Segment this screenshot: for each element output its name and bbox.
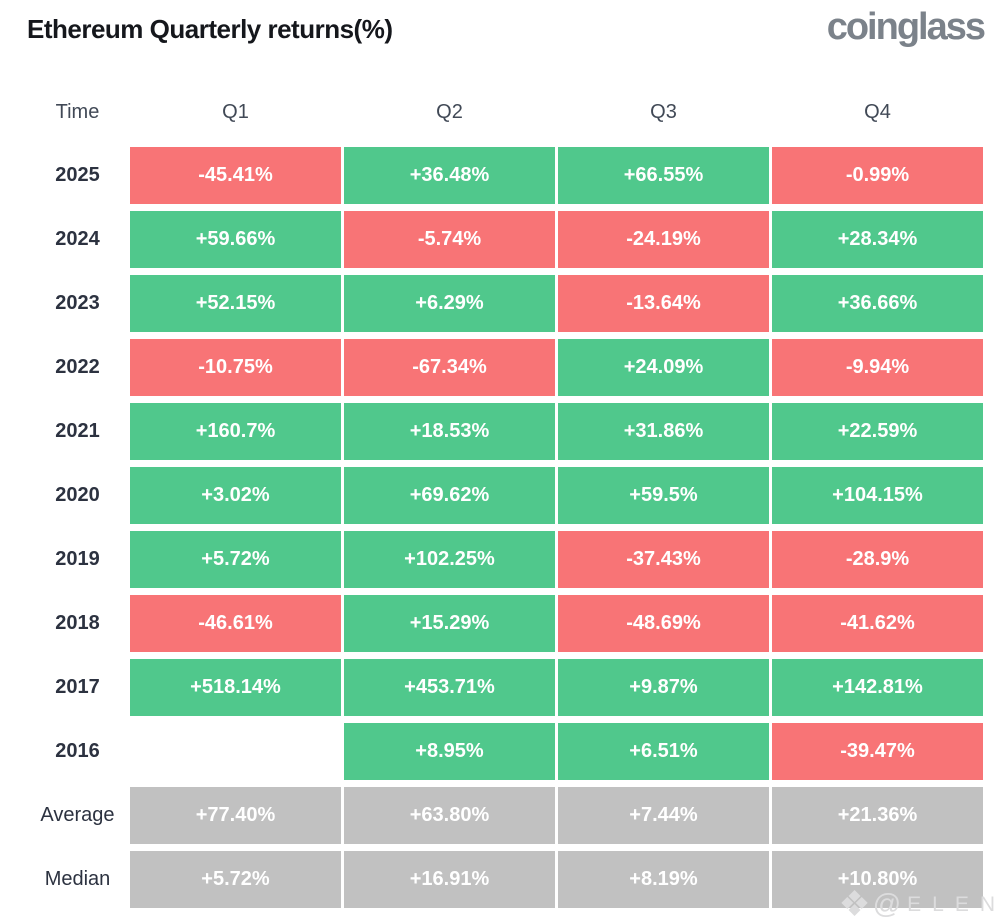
cell-2016-q3: +6.51% [558,723,769,780]
cell-2020-q3: +59.5% [558,467,769,524]
cell-2025-q3: +66.55% [558,147,769,204]
row-label-2017: 2017 [55,676,100,698]
cell-2023-q4: +36.66% [772,275,983,332]
cell-2019-q1: +5.72% [130,531,341,588]
row-label-2019: 2019 [55,548,100,570]
row-label-2016: 2016 [55,740,100,762]
cell-2024-q1: +59.66% [130,211,341,268]
cell-2023-q1: +52.15% [130,275,341,332]
cell-2017-q4: +142.81% [772,659,983,716]
cell-2017-q1: +518.14% [130,659,341,716]
cell-2023-q2: +6.29% [344,275,555,332]
cell-2022-q1: -10.75% [130,339,341,396]
column-header-q4: Q4 [864,100,891,123]
cell-2024-q3: -24.19% [558,211,769,268]
row-label-2024: 2024 [55,228,100,250]
cell-2020-q2: +69.62% [344,467,555,524]
table-row: 2016 +8.95% +6.51% -39.47% [0,723,983,780]
cell-average-q2: +63.80% [344,787,555,844]
column-header-q3: Q3 [650,100,677,123]
table-body: 2025 -45.41% +36.48% +66.55% -0.99% 2024 +59.6… [0,147,983,908]
cell-2022-q2: -67.34% [344,339,555,396]
cell-2018-q1: -46.61% [130,595,341,652]
cell-median-q3: +8.19% [558,851,769,908]
returns-table: Time Q1 Q2 Q3 Q4 2025 -45.41% +36.48% +66.5… [0,97,983,915]
cell-2021-q1: +160.7% [130,403,341,460]
cell-2025-q2: +36.48% [344,147,555,204]
cell-2021-q4: +22.59% [772,403,983,460]
cell-2018-q3: -48.69% [558,595,769,652]
header-bar: Ethereum Quarterly returns(%) coinglass [27,6,986,48]
cell-2016-q2: +8.95% [344,723,555,780]
cell-2019-q2: +102.25% [344,531,555,588]
table-header-row: Time Q1 Q2 Q3 Q4 [0,97,983,127]
row-label-median: Median [44,868,111,890]
cell-2016-q1 [130,723,341,780]
cell-2024-q4: +28.34% [772,211,983,268]
column-header-q2: Q2 [436,100,463,123]
cell-2023-q3: -13.64% [558,275,769,332]
table-row: 2017 +518.14% +453.71% +9.87% +142.81% [0,659,983,716]
cell-2022-q4: -9.94% [772,339,983,396]
column-header-time: Time [55,100,100,123]
table-row: 2019 +5.72% +102.25% -37.43% -28.9% [0,531,983,588]
cell-2024-q2: -5.74% [344,211,555,268]
row-label-2018: 2018 [55,612,100,634]
table-row: Average +77.40% +63.80% +7.44% +21.36% [0,787,983,844]
cell-average-q1: +77.40% [130,787,341,844]
page-title: Ethereum Quarterly returns(%) [27,14,393,44]
coinglass-logo: coinglass [826,6,986,48]
cell-2019-q3: -37.43% [558,531,769,588]
table-row: 2022 -10.75% -67.34% +24.09% -9.94% [0,339,983,396]
cell-2018-q4: -41.62% [772,595,983,652]
cell-2020-q4: +104.15% [772,467,983,524]
cell-average-q3: +7.44% [558,787,769,844]
table-row: 2020 +3.02% +69.62% +59.5% +104.15% [0,467,983,524]
cell-2025-q1: -45.41% [130,147,341,204]
column-header-q1: Q1 [222,100,249,123]
row-label-average: Average [40,804,115,826]
table-row: Median +5.72% +16.91% +8.19% +10.80% [0,851,983,908]
cell-2018-q2: +15.29% [344,595,555,652]
cell-2022-q3: +24.09% [558,339,769,396]
row-label-2022: 2022 [55,356,100,378]
row-label-2025: 2025 [55,164,100,186]
cell-2017-q2: +453.71% [344,659,555,716]
cell-median-q4: +10.80% [772,851,983,908]
row-label-2023: 2023 [55,292,100,314]
cell-median-q1: +5.72% [130,851,341,908]
table-row: 2024 +59.66% -5.74% -24.19% +28.34% [0,211,983,268]
table-row: 2018 -46.61% +15.29% -48.69% -41.62% [0,595,983,652]
cell-2016-q4: -39.47% [772,723,983,780]
row-label-2020: 2020 [55,484,100,506]
cell-2017-q3: +9.87% [558,659,769,716]
cell-2021-q3: +31.86% [558,403,769,460]
row-label-2021: 2021 [55,420,100,442]
cell-2020-q1: +3.02% [130,467,341,524]
table-row: 2021 +160.7% +18.53% +31.86% +22.59% [0,403,983,460]
cell-2025-q4: -0.99% [772,147,983,204]
cell-average-q4: +21.36% [772,787,983,844]
cell-median-q2: +16.91% [344,851,555,908]
cell-2019-q4: -28.9% [772,531,983,588]
cell-2021-q2: +18.53% [344,403,555,460]
table-row: 2025 -45.41% +36.48% +66.55% -0.99% [0,147,983,204]
table-row: 2023 +52.15% +6.29% -13.64% +36.66% [0,275,983,332]
